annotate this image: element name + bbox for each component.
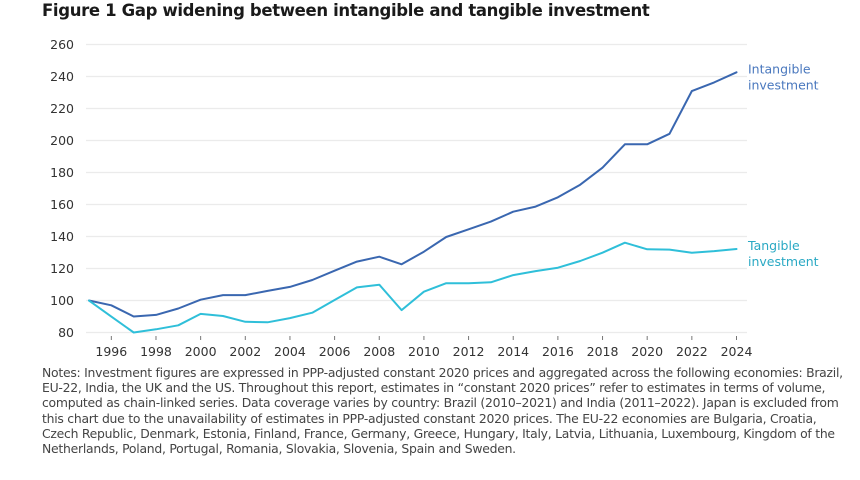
gridlines (86, 43, 747, 334)
y-tick-label: 240 (50, 69, 74, 84)
line-chart: 80 100 120 140 160 180 200 220 240 260 1996 1998 20… (50, 37, 819, 359)
x-axis: 1996 1998 2000 2002 2004 2006 2008 2010 2012 2014… (95, 336, 752, 359)
x-tick-label: 2002 (229, 344, 261, 359)
x-tick-label: 2014 (497, 344, 529, 359)
figure-notes: Notes: Investment figures are expressed … (42, 365, 843, 457)
x-tick-label: 2012 (453, 344, 485, 359)
series-label-line: investment (748, 254, 819, 269)
y-tick-label: 180 (50, 165, 74, 180)
intangible-investment-line (88, 71, 738, 318)
y-tick-label: 200 (50, 133, 74, 148)
series (88, 71, 738, 334)
y-tick-label: 120 (50, 261, 74, 276)
figure-title: Figure 1 Gap widening between intangible… (42, 1, 650, 20)
x-tick-label: 2016 (542, 344, 574, 359)
series-label-line: Intangible (748, 61, 811, 76)
x-tick-label: 1996 (95, 344, 127, 359)
series-label-line: investment (748, 77, 819, 92)
intangible-investment-label: Intangible investment (748, 61, 819, 92)
x-tick-label: 2022 (676, 344, 708, 359)
x-tick-label: 2010 (408, 344, 440, 359)
x-tick-label: 2000 (185, 344, 217, 359)
y-tick-label: 100 (50, 293, 74, 308)
x-tick-label: 2004 (274, 344, 306, 359)
x-tick-label: 2024 (721, 344, 753, 359)
x-tick-label: 2020 (631, 344, 663, 359)
x-tick-label: 2018 (587, 344, 619, 359)
y-tick-label: 80 (58, 325, 74, 340)
y-tick-label: 140 (50, 229, 74, 244)
series-label-line: Tangible (747, 238, 800, 253)
y-axis: 80 100 120 140 160 180 200 220 240 260 (50, 37, 74, 340)
x-tick-label: 2006 (319, 344, 351, 359)
tangible-investment-label: Tangible investment (747, 238, 819, 269)
y-tick-label: 220 (50, 101, 74, 116)
tangible-investment-line (88, 241, 738, 334)
x-tick-label: 2008 (363, 344, 395, 359)
y-tick-label: 260 (50, 37, 74, 52)
x-tick-label: 1998 (140, 344, 172, 359)
y-tick-label: 160 (50, 197, 74, 212)
